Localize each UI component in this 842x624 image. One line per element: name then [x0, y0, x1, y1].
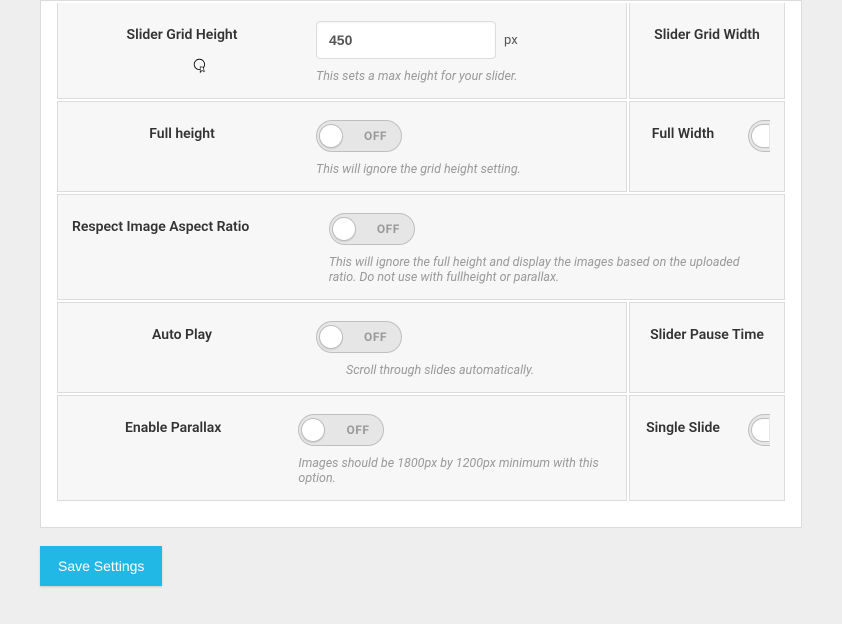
label-aspect-ratio: Respect Image Aspect Ratio — [72, 213, 305, 235]
row-auto-play: Auto Play OFF Scroll through slides auto… — [57, 302, 785, 393]
cell-full-height: Full height OFF This will ignore the gri… — [57, 101, 627, 192]
row-aspect-ratio: Respect Image Aspect Ratio OFF This will… — [57, 194, 785, 300]
cell-full-width: Full Width — [629, 101, 785, 192]
cell-grid-width: Slider Grid Width — [629, 3, 785, 99]
label-full-height: Full height — [72, 120, 292, 142]
toggle-knob — [751, 418, 769, 442]
label-full-width: Full Width — [644, 120, 722, 142]
settings-panel: Slider Grid Height px This sets a max he… — [40, 0, 802, 528]
auto-play-toggle[interactable]: OFF — [316, 321, 402, 353]
parallax-help: Images should be 1800px by 1200px minimu… — [298, 456, 612, 486]
label-pause-time: Slider Pause Time — [644, 321, 770, 343]
label-single-slide: Single Slide — [644, 414, 722, 436]
cell-single-slide: Single Slide — [629, 395, 785, 501]
auto-play-help: Scroll through slides automatically. — [346, 363, 612, 378]
toggle-knob — [751, 124, 769, 148]
row-full-height: Full height OFF This will ignore the gri… — [57, 101, 785, 192]
parallax-toggle[interactable]: OFF — [298, 414, 384, 446]
full-height-toggle[interactable]: OFF — [316, 120, 402, 152]
grid-height-unit: px — [504, 33, 518, 48]
full-height-help: This will ignore the grid height setting… — [316, 162, 612, 177]
cell-pause-time: Slider Pause Time — [629, 302, 785, 393]
toggle-knob — [319, 325, 343, 349]
cell-grid-height: Slider Grid Height px This sets a max he… — [57, 3, 627, 99]
label-grid-height: Slider Grid Height — [72, 21, 292, 43]
full-width-toggle[interactable] — [748, 120, 770, 152]
aspect-ratio-toggle[interactable]: OFF — [329, 213, 415, 245]
label-grid-width: Slider Grid Width — [644, 21, 770, 43]
aspect-ratio-toggle-state: OFF — [377, 222, 400, 236]
auto-play-toggle-state: OFF — [364, 330, 387, 344]
row-parallax: Enable Parallax OFF Images should be 180… — [57, 395, 785, 501]
cell-parallax: Enable Parallax OFF Images should be 180… — [57, 395, 627, 501]
cell-aspect-ratio: Respect Image Aspect Ratio OFF This will… — [57, 194, 785, 300]
toggle-knob — [319, 124, 343, 148]
row-slider-grid-height: Slider Grid Height px This sets a max he… — [57, 3, 785, 99]
aspect-ratio-help: This will ignore the full height and dis… — [329, 255, 770, 285]
parallax-toggle-state: OFF — [346, 423, 369, 437]
cell-auto-play: Auto Play OFF Scroll through slides auto… — [57, 302, 627, 393]
toggle-knob — [301, 418, 325, 442]
grid-height-input[interactable] — [316, 21, 496, 59]
toggle-knob — [332, 217, 356, 241]
save-settings-button[interactable]: Save Settings — [40, 546, 162, 586]
single-slide-toggle[interactable] — [748, 414, 770, 446]
label-auto-play: Auto Play — [72, 321, 292, 343]
label-parallax: Enable Parallax — [72, 414, 274, 436]
full-height-toggle-state: OFF — [364, 129, 387, 143]
grid-height-help: This sets a max height for your slider. — [316, 69, 612, 84]
